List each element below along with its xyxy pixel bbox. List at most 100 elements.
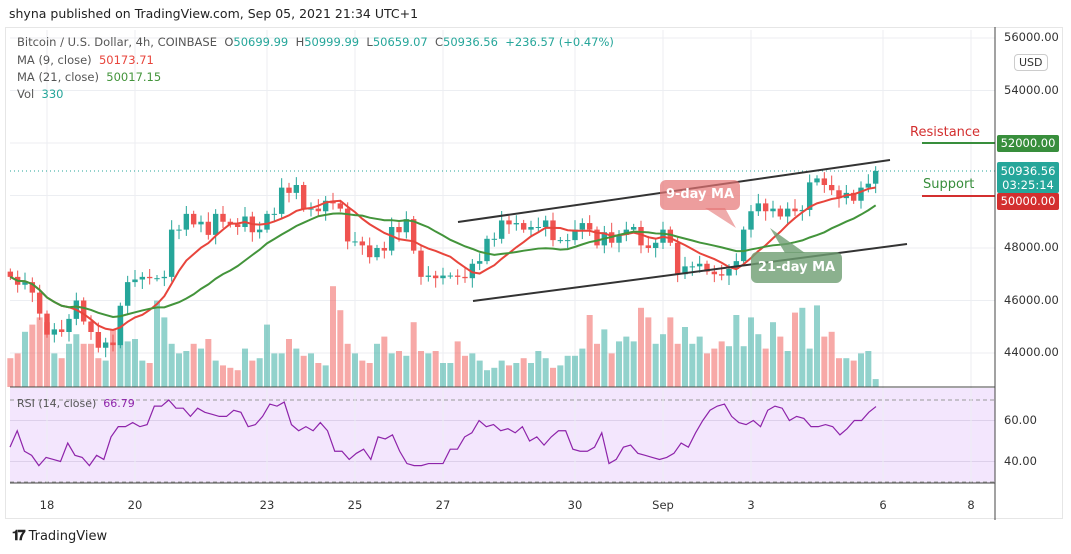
- candle-body: [740, 229, 747, 262]
- ma9-callout[interactable]: 9-day MA: [660, 180, 740, 210]
- candle-body: [792, 208, 798, 212]
- time-tick-label: 27: [435, 498, 451, 512]
- volume-bar: [308, 353, 314, 387]
- close-value: 50936.56: [443, 35, 498, 49]
- volume-bar: [630, 341, 637, 387]
- candle-body: [850, 192, 857, 201]
- candle-body: [264, 213, 270, 230]
- candle-body: [403, 219, 410, 233]
- candle-body: [535, 227, 542, 228]
- volume-bar: [535, 351, 542, 387]
- tradingview-logo[interactable]: 𝟏𝟕 TradingView: [12, 528, 107, 544]
- candle-body: [322, 200, 329, 212]
- candle-body: [352, 241, 358, 243]
- volume-bar: [799, 307, 806, 387]
- time-tick-label: 18: [39, 498, 55, 512]
- volume-bar: [586, 315, 593, 387]
- volume-bar: [792, 312, 798, 387]
- volume-bar: [234, 370, 241, 387]
- volume-legend[interactable]: Vol 330: [17, 87, 63, 101]
- volume-bar: [770, 322, 776, 387]
- candle-body: [124, 282, 131, 306]
- candle-body: [80, 300, 87, 322]
- volume-bar: [682, 327, 688, 387]
- candle-body: [256, 229, 263, 233]
- volume-bar: [601, 329, 608, 387]
- candle-body: [733, 261, 740, 269]
- candle-body: [234, 224, 241, 227]
- candle-body: [88, 321, 94, 332]
- candle-body: [572, 229, 578, 241]
- volume-bar: [212, 360, 219, 387]
- rsi-legend[interactable]: RSI (14, close) 66.79: [17, 397, 135, 410]
- volume-bar: [330, 286, 336, 387]
- candle-body: [36, 292, 43, 314]
- candle-body: [337, 203, 344, 209]
- candle-body: [542, 220, 549, 227]
- volume-bar: [124, 341, 131, 387]
- candle-body: [748, 211, 754, 230]
- candle-body: [102, 342, 109, 348]
- time-tick-label: 25: [347, 498, 363, 512]
- candle-body: [755, 203, 762, 212]
- volume-bar: [146, 363, 153, 387]
- volume-bar: [205, 339, 212, 387]
- symbol-legend: Bitcoin / U.S. Dollar, 4h, COINBASE O506…: [17, 35, 614, 49]
- volume-bar: [271, 353, 278, 387]
- candle-body: [491, 238, 498, 240]
- volume-bar: [432, 351, 439, 387]
- volume-bar: [88, 343, 94, 387]
- rsi-tick-label: 40.00: [1004, 453, 1037, 468]
- time-tick-label: 6: [879, 498, 887, 512]
- volume-bar: [315, 363, 322, 387]
- candle-body: [278, 187, 285, 214]
- volume-bar: [462, 355, 468, 387]
- ma21-callout-pointer: [770, 228, 805, 253]
- candle-body: [154, 278, 160, 280]
- volume-bar: [117, 315, 124, 387]
- ma21-callout[interactable]: 21-day MA: [751, 252, 842, 283]
- high-value: 50999.99: [304, 35, 360, 49]
- open-label: O: [224, 35, 234, 49]
- candle-body: [528, 227, 534, 230]
- candle-body: [652, 242, 659, 248]
- candle-body: [799, 209, 806, 212]
- volume-bar: [374, 343, 380, 387]
- tradingview-logo-icon: 𝟏𝟕: [12, 528, 26, 544]
- candle-body: [520, 223, 527, 230]
- candle-body: [51, 329, 58, 335]
- ma21-legend[interactable]: MA (21, close) 50017.15: [17, 70, 161, 84]
- volume-bar: [110, 329, 116, 387]
- volume-bar: [821, 336, 828, 387]
- candle-body: [550, 220, 556, 241]
- volume-bar: [22, 331, 28, 387]
- candle-body: [762, 203, 769, 212]
- candle-body: [344, 208, 351, 242]
- candle-body: [161, 276, 168, 279]
- volume-bar: [718, 341, 725, 387]
- volume-bar: [183, 351, 190, 387]
- rsi-line: [9, 399, 877, 467]
- volume-bar: [154, 300, 160, 387]
- volume-bar: [542, 358, 549, 387]
- currency-button[interactable]: USD: [1014, 54, 1048, 71]
- volume-bar: [403, 355, 410, 387]
- candle-body: [293, 185, 300, 193]
- support-price-tag: 50000.00: [997, 193, 1059, 210]
- volume-value: 330: [41, 87, 64, 101]
- candle-body: [770, 208, 776, 212]
- support-label: Support: [923, 177, 975, 192]
- volume-bar: [704, 353, 710, 387]
- high-label: H: [295, 35, 305, 49]
- candle-body: [616, 234, 622, 243]
- volume-bar: [638, 307, 644, 387]
- ma9-legend[interactable]: MA (9, close) 50173.71: [17, 53, 154, 67]
- rsi-tick-label: 60.00: [1004, 412, 1037, 427]
- volume-bar: [410, 322, 417, 387]
- candle-body: [168, 229, 175, 277]
- candle-body: [469, 263, 476, 279]
- resistance-label: Resistance: [910, 125, 981, 140]
- candle-body: [29, 282, 36, 293]
- candle-body: [374, 248, 380, 258]
